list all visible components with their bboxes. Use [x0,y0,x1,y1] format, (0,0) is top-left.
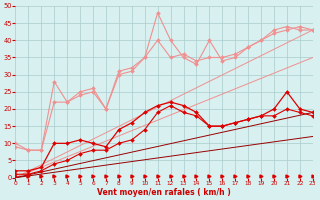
X-axis label: Vent moyen/en rafales ( km/h ): Vent moyen/en rafales ( km/h ) [97,188,231,197]
